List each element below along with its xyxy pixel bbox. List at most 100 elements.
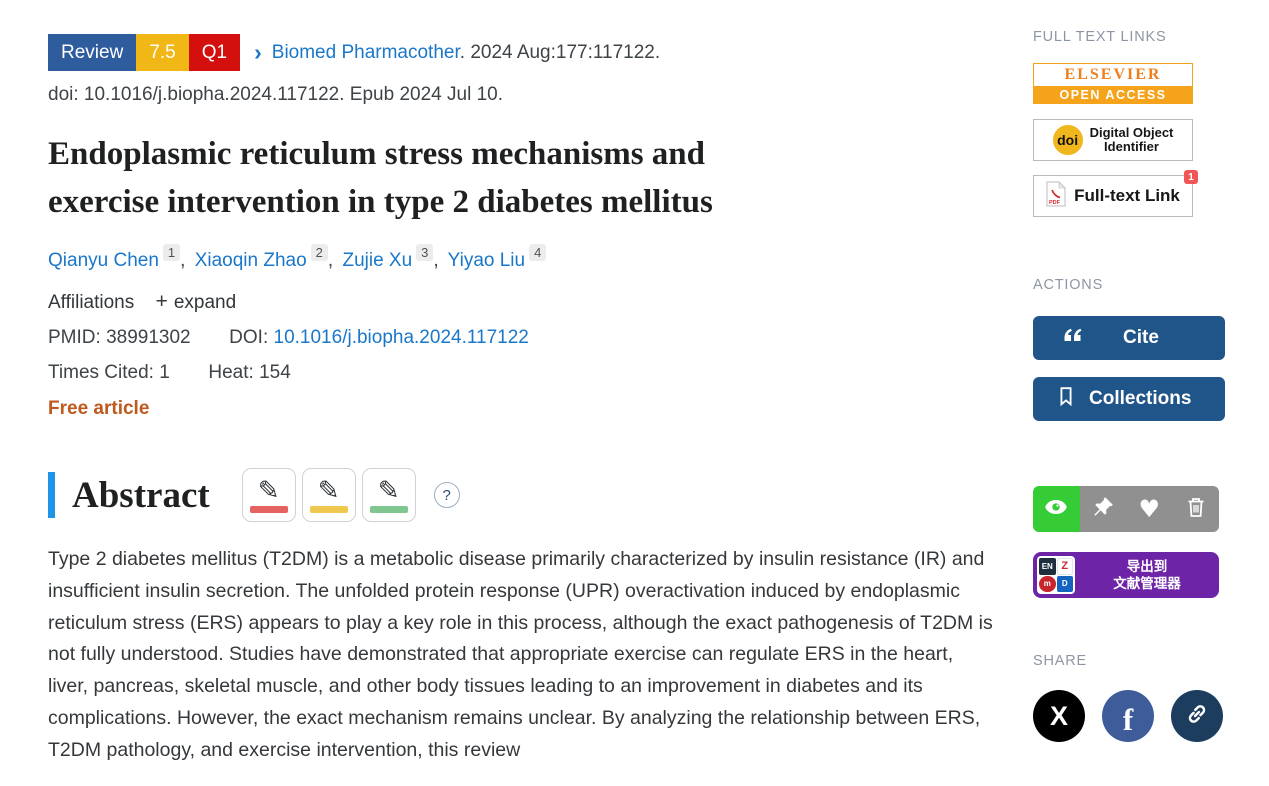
citation-row: Review 7.5 Q1 › Biomed Pharmacother. 202… [48, 34, 1006, 71]
highlight-yellow-button[interactable]: ✎ [301, 468, 356, 522]
pmid-value: 38991302 [106, 327, 191, 348]
times-cited-value: 1 [159, 362, 170, 383]
doi-epub-line: doi: 10.1016/j.biopha.2024.117122. Epub … [48, 84, 503, 105]
doi-link[interactable]: 10.1016/j.biopha.2024.117122 [273, 327, 529, 348]
watch-eye-button[interactable] [1033, 486, 1080, 532]
affiliations-expand-button[interactable]: + expand [140, 290, 237, 313]
actions-label: ACTIONS [1033, 277, 1104, 293]
delete-button[interactable] [1172, 486, 1219, 532]
abstract-text: Type 2 diabetes mellitus (T2DM) is a met… [48, 548, 993, 761]
highlight-red-button[interactable]: ✎ [241, 468, 296, 522]
heart-icon: ♥ [1138, 495, 1160, 523]
elsevier-open-access-badge[interactable]: ELSEVIER OPEN ACCESS [1033, 63, 1193, 104]
share-permalink-button[interactable] [1171, 690, 1223, 742]
export-to-reference-manager-button[interactable]: EN Z m D 导出到 文献管理器 [1033, 552, 1219, 598]
quartile-badge: Q1 [188, 34, 241, 71]
pin-icon [1091, 495, 1115, 524]
docear-icon: D [1056, 575, 1073, 592]
trash-icon [1184, 495, 1208, 524]
right-sidebar: FULL TEXT LINKS ELSEVIER OPEN ACCESS doi… [1033, 28, 1225, 742]
link-icon [1184, 701, 1210, 732]
heat-label: Heat: [208, 362, 254, 383]
pdf-file-icon: PDF [1046, 180, 1066, 212]
author-separator: , [433, 250, 439, 271]
bookmark-icon [1055, 384, 1077, 414]
mendeley-icon: m [1039, 575, 1056, 592]
fulltext-link-label: Full-text Link [1074, 186, 1180, 205]
red-highlight-bar [249, 506, 288, 513]
authors-row: Qianyu Chen 1, Xiaoqin Zhao 2, Zujie Xu 3, … [48, 244, 1006, 272]
share-label: SHARE [1033, 653, 1087, 669]
cite-button[interactable]: Cite [1033, 316, 1225, 360]
export-label-line1: 导出到 [1126, 559, 1168, 574]
review-type-badge: Review [48, 34, 137, 71]
author-affiliation-sup[interactable]: 3 [416, 244, 434, 261]
chevron-right-icon: › [254, 39, 262, 65]
times-cited-label: Times Cited: [48, 362, 154, 383]
author-link[interactable]: Yiyao Liu [447, 250, 526, 271]
share-x-button[interactable]: X [1033, 690, 1085, 742]
export-label-line2: 文献管理器 [1113, 576, 1181, 591]
yellow-highlight-bar [309, 506, 348, 513]
article-main-column: Review 7.5 Q1 › Biomed Pharmacother. 202… [48, 34, 1006, 786]
digital-object-identifier-badge[interactable]: doi Digital Object Identifier [1033, 119, 1193, 161]
expand-label: expand [173, 292, 237, 313]
notification-count-badge: 1 [1184, 170, 1198, 184]
metrics-row: Times Cited: 1 Heat: 154 [48, 362, 1006, 384]
favorite-button[interactable]: ♥ [1126, 486, 1173, 532]
highlighter-pen-icon: ✎ [317, 475, 340, 505]
svg-text:PDF: PDF [1049, 200, 1061, 206]
cite-button-label: Cite [1123, 327, 1159, 348]
eye-icon [1043, 494, 1069, 525]
green-highlight-bar [369, 506, 408, 513]
x-twitter-icon: X [1049, 700, 1068, 731]
citation-rest: . 2024 Aug:177:117122. [459, 41, 661, 63]
doi-badge-line2: Identifier [1104, 139, 1159, 154]
doi-label: DOI: [229, 327, 269, 348]
author-affiliation-sup[interactable]: 4 [529, 244, 547, 261]
affiliations-label: Affiliations [48, 292, 135, 313]
author-link[interactable]: Qianyu Chen [48, 250, 159, 271]
abstract-header: Abstract ✎ ✎ ✎ ? [48, 468, 1006, 522]
elsevier-logo: ELSEVIER [1034, 64, 1192, 86]
abstract-accent-bar [48, 472, 55, 518]
impact-score-badge: 7.5 [136, 34, 189, 71]
journal-metric-badges: Review 7.5 Q1 [48, 34, 241, 71]
help-icon[interactable]: ? [433, 482, 460, 508]
author-link[interactable]: Zujie Xu [342, 250, 413, 271]
author-separator: , [180, 250, 186, 271]
collections-button[interactable]: Collections [1033, 377, 1225, 421]
abstract-heading: Abstract [72, 474, 210, 516]
share-facebook-button[interactable]: f [1102, 690, 1154, 742]
highlighter-pen-icon: ✎ [377, 475, 400, 505]
highlight-green-button[interactable]: ✎ [361, 468, 416, 522]
pin-button[interactable] [1079, 486, 1126, 532]
doi-icon: doi [1052, 125, 1083, 155]
doi-badge-line1: Digital Object [1089, 125, 1174, 140]
facebook-icon: f [1122, 701, 1134, 737]
article-tools-bar: ♥ [1033, 486, 1219, 532]
pmid-label: PMID: [48, 327, 101, 348]
export-button-label: 导出到 文献管理器 [1075, 558, 1219, 592]
author-affiliation-sup[interactable]: 2 [310, 244, 328, 261]
fulltext-link-badge[interactable]: 1 PDF Full-text Link [1033, 170, 1198, 217]
heat-value: 154 [259, 362, 291, 383]
author-affiliation-sup[interactable]: 1 [162, 244, 181, 261]
affiliations-row: Affiliations + expand [48, 290, 1006, 314]
doi-badge-text: Digital Object Identifier [1090, 126, 1174, 154]
journal-link[interactable]: Biomed Pharmacother [271, 41, 460, 63]
elsevier-name: ELSEVIER [1064, 66, 1162, 83]
article-title: Endoplasmic reticulum stress mechanisms … [48, 136, 713, 220]
plus-icon: + [155, 290, 168, 313]
reference-manager-icons: EN Z m D [1037, 556, 1075, 594]
journal-citation: Biomed Pharmacother. 2024 Aug:177:117122… [272, 42, 660, 64]
free-article-label: Free article [48, 398, 150, 419]
full-text-links-label: FULL TEXT LINKS [1033, 29, 1167, 45]
zotero-icon: Z [1056, 558, 1073, 575]
identifiers-row: PMID: 38991302 DOI: 10.1016/j.biopha.202… [48, 327, 1006, 349]
highlighter-buttons: ✎ ✎ ✎ [241, 468, 416, 522]
highlighter-pen-icon: ✎ [257, 475, 280, 505]
endnote-icon: EN [1039, 558, 1056, 575]
open-access-bar: OPEN ACCESS [1034, 86, 1192, 103]
author-link[interactable]: Xiaoqin Zhao [194, 250, 307, 271]
